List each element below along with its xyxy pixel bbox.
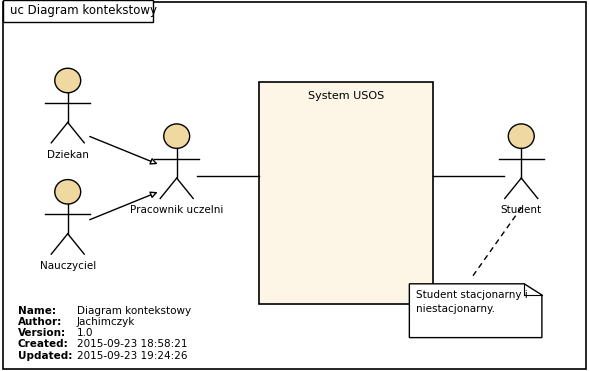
Bar — [259, 82, 433, 304]
Text: System USOS: System USOS — [308, 91, 384, 101]
Text: Version:: Version: — [18, 328, 66, 338]
Text: 2015-09-23 19:24:26: 2015-09-23 19:24:26 — [77, 351, 187, 361]
Ellipse shape — [55, 68, 81, 93]
Text: Diagram kontekstowy: Diagram kontekstowy — [77, 306, 191, 316]
Text: Pracownik uczelni: Pracownik uczelni — [130, 205, 223, 215]
Text: Name:: Name: — [18, 306, 56, 316]
Text: 2015-09-23 18:58:21: 2015-09-23 18:58:21 — [77, 339, 187, 349]
Text: 1.0: 1.0 — [77, 328, 93, 338]
Text: uc Diagram kontekstowy: uc Diagram kontekstowy — [10, 4, 157, 17]
Text: Nauczyciel: Nauczyciel — [39, 261, 96, 271]
Text: Author:: Author: — [18, 317, 62, 327]
Text: Student stacjonarny i
niestacjonarny.: Student stacjonarny i niestacjonarny. — [416, 290, 528, 315]
Ellipse shape — [55, 180, 81, 204]
Text: Jachimczyk: Jachimczyk — [77, 317, 135, 327]
Text: Dziekan: Dziekan — [47, 150, 89, 160]
Text: Updated:: Updated: — [18, 351, 72, 361]
Text: Student: Student — [501, 205, 542, 215]
Bar — [3, 0, 153, 22]
Ellipse shape — [164, 124, 190, 148]
Polygon shape — [409, 284, 542, 338]
Text: Created:: Created: — [18, 339, 68, 349]
Ellipse shape — [508, 124, 534, 148]
